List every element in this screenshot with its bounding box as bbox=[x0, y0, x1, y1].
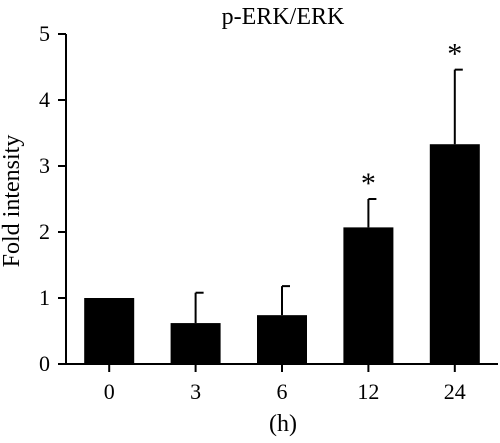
bar-24 bbox=[429, 144, 480, 364]
significance-marker: * bbox=[361, 167, 376, 200]
y-tick-label: 3 bbox=[39, 153, 50, 178]
bar-12 bbox=[343, 227, 394, 364]
x-tick-label: 6 bbox=[277, 379, 288, 404]
y-tick-label: 0 bbox=[39, 351, 50, 376]
x-tick-label: 24 bbox=[444, 379, 466, 404]
y-tick-label: 1 bbox=[39, 285, 50, 310]
significance-marker: * bbox=[447, 38, 462, 71]
x-tick-label: 12 bbox=[357, 379, 379, 404]
y-tick-label: 4 bbox=[39, 87, 50, 112]
y-axis-label: Fold intensity bbox=[0, 135, 25, 268]
x-tick-label: 0 bbox=[104, 379, 115, 404]
y-tick-label: 5 bbox=[39, 21, 50, 46]
y-tick-label: 2 bbox=[39, 219, 50, 244]
bar-0 bbox=[84, 298, 135, 364]
bar-6 bbox=[257, 315, 307, 364]
chart-title: p-ERK/ERK bbox=[222, 4, 345, 30]
bar-3 bbox=[170, 323, 221, 364]
x-tick-label: 3 bbox=[190, 379, 201, 404]
x-axis-label: (h) bbox=[269, 411, 297, 437]
